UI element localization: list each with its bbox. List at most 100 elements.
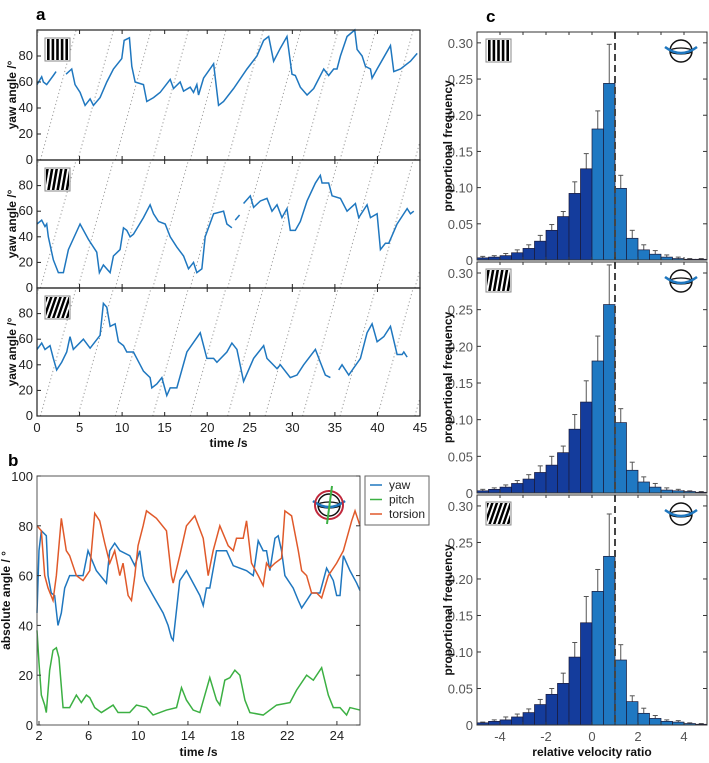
x-tick-label: 25 [243, 420, 257, 435]
stripe [46, 297, 53, 317]
stimulus-trace [376, 159, 414, 289]
axes-frame [36, 475, 361, 726]
axes-frame [36, 159, 421, 289]
stripe [46, 169, 49, 186]
stimulus-trace [189, 29, 227, 161]
stripe [47, 39, 50, 60]
stimulus-trace [414, 269, 421, 289]
subplot-c3: 0 0.05 0.10 0.15 0.20 0.25 0.30 proportional fr… [441, 494, 708, 759]
stripe [497, 270, 504, 291]
histogram-bar [534, 240, 547, 261]
stimulus-trace [77, 287, 115, 417]
yaw-trace [65, 28, 418, 107]
stripe [501, 270, 509, 291]
vertical-grating-icon [38, 37, 78, 62]
y-tick-label: 20 [19, 382, 33, 397]
histogram-bar [580, 622, 593, 726]
stripe [492, 270, 500, 291]
histogram-bar [511, 716, 524, 726]
y-tick-label: 0.10 [448, 413, 473, 428]
stimulus-trace [114, 287, 152, 417]
stripe [60, 169, 68, 190]
yaw-trace [36, 301, 331, 398]
yaw-trace [36, 202, 233, 276]
histogram-bar [626, 237, 639, 261]
histogram-bar [545, 693, 558, 726]
histogram-bar [534, 704, 547, 726]
y-tick-label: 100 [11, 469, 33, 484]
histogram-bar [522, 712, 535, 726]
rotation-axis-icon [664, 39, 698, 63]
yaw-arrow [664, 45, 698, 55]
x-axis-label: time /s [179, 745, 217, 759]
y-tick-label: 0.20 [448, 108, 473, 123]
axes-frame [36, 287, 421, 417]
y-tick-label: 0 [466, 253, 473, 268]
yaw-trace [36, 529, 361, 643]
yaw-trace [234, 214, 241, 221]
histogram-bar [580, 168, 593, 261]
stimulus-trace [414, 141, 421, 161]
y-tick-label: 0 [26, 718, 33, 733]
steep-tilted-grating-icon [485, 501, 527, 526]
steep-tilted-grating-icon [44, 295, 81, 320]
histogram-bar [660, 720, 673, 726]
stimulus-trace [264, 29, 302, 161]
y-tick-label: 0.05 [448, 449, 473, 464]
histogram-bar [499, 719, 512, 726]
histogram-bar [591, 360, 604, 494]
x-tick-label: 22 [280, 728, 294, 743]
stripe [516, 39, 519, 62]
subplot-a3: 20 40 60 80 0 yaw angle /° 0 5 10 15 20 25 30 35 40 45 t… [5, 287, 427, 450]
yaw-trace [243, 173, 415, 252]
x-tick-label: 4 [680, 729, 687, 744]
stripe [61, 297, 69, 318]
stimulus-trace [77, 29, 115, 161]
y-tick-label: 60 [19, 331, 33, 346]
legend-label-yaw: yaw [389, 478, 411, 492]
y-tick-label: 0.30 [448, 36, 473, 51]
stripe [506, 40, 509, 61]
x-tick-label: 6 [85, 728, 92, 743]
y-tick-label: 0.25 [448, 535, 473, 550]
stripe [516, 269, 523, 292]
stripe [70, 296, 81, 319]
y-tick-label: 0.30 [448, 499, 473, 514]
y-tick-label: 80 [19, 48, 33, 63]
pattern-stripes [488, 39, 519, 62]
stripe [516, 502, 527, 525]
x-tick-label: 30 [285, 420, 299, 435]
stimulus-trace [264, 287, 302, 417]
stripe [65, 308, 69, 318]
histogram-bar [488, 488, 501, 494]
stripe [38, 38, 41, 61]
x-tick-label: -4 [494, 729, 506, 744]
torsion-trace [36, 508, 361, 604]
tilted-grating-icon [44, 167, 82, 192]
stimulus-trace [152, 287, 189, 417]
y-tick-label: 0.20 [448, 339, 473, 354]
stripe [75, 168, 82, 191]
histogram-bar [626, 469, 639, 494]
rotation-axis-icon [312, 485, 346, 525]
y-tick-label: 0.15 [448, 608, 473, 623]
histogram-bar [557, 216, 570, 261]
x-tick-label: 10 [115, 420, 129, 435]
vertical-grating-icon [485, 38, 519, 63]
stripe [479, 269, 486, 292]
stripe [51, 39, 55, 60]
subplot-b: 0 20 40 60 80 100 2 6 10 14 18 22 24 time /s absolute … [0, 469, 430, 759]
stimulus-trace [189, 287, 227, 417]
stripe [56, 39, 59, 60]
stimulus-trace [339, 287, 377, 417]
pattern-stripes [479, 269, 523, 292]
stripe [488, 40, 491, 61]
stripe [506, 514, 510, 524]
histogram-bar [568, 656, 581, 726]
stripe [75, 38, 78, 61]
y-axis-label: proportional frequency [441, 544, 455, 676]
x-tick-label: 2 [35, 728, 42, 743]
y-axis-label: yaw angle /° [5, 189, 19, 258]
panel-label-c: c [486, 7, 495, 26]
